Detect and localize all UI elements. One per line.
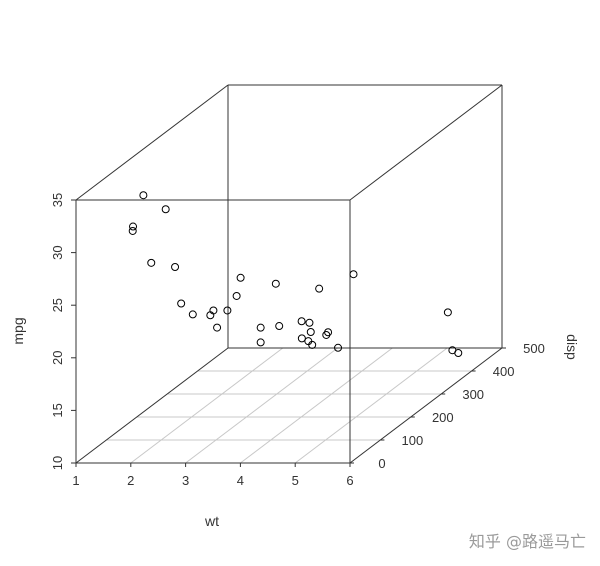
data-point: [271, 279, 280, 288]
y-tick-label: 100: [402, 433, 424, 448]
z-tick-label: 30: [50, 245, 65, 259]
grid-line-wt: [185, 347, 338, 464]
y-tick-label: 200: [432, 410, 454, 425]
grid-line-wt: [240, 347, 393, 464]
data-point: [147, 258, 156, 267]
data-point: [177, 299, 186, 308]
data-point: [129, 222, 138, 231]
box-edge: [75, 84, 229, 201]
y-tick-label: 0: [378, 456, 385, 471]
data-point: [304, 337, 313, 346]
y-tick-label: 300: [462, 387, 484, 402]
data-point: [161, 205, 170, 214]
data-point: [305, 318, 314, 327]
z-tick-label: 15: [50, 403, 65, 417]
data-point: [128, 226, 137, 235]
x-tick-label: 2: [127, 473, 134, 488]
z-tick-label: 10: [50, 456, 65, 470]
z-tick-label: 25: [50, 298, 65, 312]
data-point: [334, 343, 343, 352]
data-point: [297, 317, 306, 326]
x-tick-label: 6: [346, 473, 353, 488]
data-point: [443, 308, 452, 317]
data-point: [256, 338, 265, 347]
box-edge: [75, 347, 229, 464]
data-point: [315, 284, 324, 293]
y-tick-label: 500: [523, 341, 545, 356]
data-point: [324, 328, 333, 337]
data-point: [223, 306, 232, 315]
data-point: [256, 323, 265, 332]
grid-line-wt: [294, 347, 448, 464]
data-point: [306, 328, 315, 336]
x-tick-label: 3: [182, 473, 189, 488]
z-tick-label: 20: [50, 351, 65, 365]
data-point: [236, 273, 245, 282]
data-point: [275, 322, 284, 331]
data-point: [232, 291, 241, 300]
x-tick-label: 1: [72, 473, 79, 488]
data-point: [454, 348, 463, 357]
box-edge: [349, 84, 503, 201]
y-axis-label: disp: [564, 334, 580, 360]
data-point: [139, 191, 148, 200]
x-tick-label: 5: [292, 473, 299, 488]
z-tick-label: 35: [50, 193, 65, 207]
data-point: [349, 270, 358, 279]
grid-line-wt: [130, 347, 284, 464]
y-tick-label: 400: [493, 364, 515, 379]
data-point: [171, 263, 180, 272]
box-edge: [349, 347, 503, 464]
x-axis-label: wt: [204, 513, 219, 529]
data-point: [188, 310, 197, 319]
x-tick-label: 4: [237, 473, 244, 488]
data-point: [206, 311, 215, 320]
data-point: [213, 323, 222, 332]
data-point: [297, 334, 306, 343]
watermark: 知乎 @路遥马亡: [468, 532, 586, 551]
z-axis-label: mpg: [10, 317, 26, 344]
